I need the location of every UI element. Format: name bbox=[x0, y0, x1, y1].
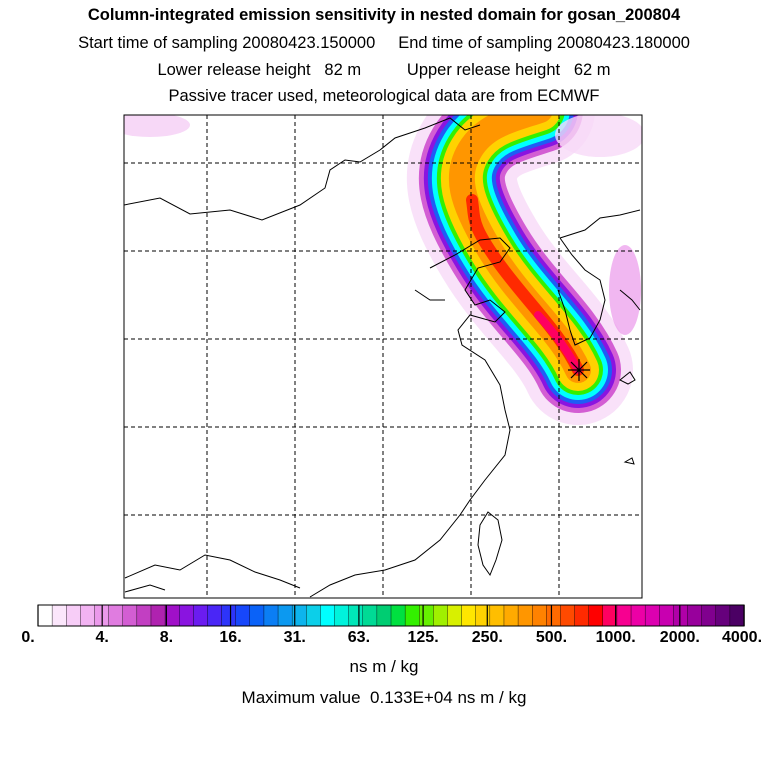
colorbar-cell bbox=[348, 604, 364, 627]
colorbar-cell bbox=[715, 604, 731, 627]
map-frame bbox=[123, 114, 643, 599]
colorbar-tick-label: 4. bbox=[95, 629, 109, 646]
colorbar-cell bbox=[489, 604, 505, 627]
colorbar-cell bbox=[207, 604, 223, 627]
colorbar-cell bbox=[560, 604, 576, 627]
colorbar-cell bbox=[320, 604, 336, 627]
colorbar-cell bbox=[334, 604, 350, 627]
colorbar-cell bbox=[136, 604, 152, 627]
colorbar-tick-label: 125. bbox=[407, 629, 439, 646]
colorbar-cell bbox=[221, 604, 237, 627]
colorbar-cell bbox=[517, 604, 533, 627]
sampling-time-line: Start time of sampling 20080423.150000 E… bbox=[78, 34, 690, 52]
colorbar-cell bbox=[644, 604, 660, 627]
colorbar-cell bbox=[503, 604, 519, 627]
colorbar-cell bbox=[673, 604, 689, 627]
map-grid bbox=[124, 115, 642, 598]
colorbar-cell bbox=[419, 604, 435, 627]
haze-patch-e bbox=[609, 245, 641, 335]
colorbar-tick-label: 31. bbox=[283, 629, 306, 646]
colorbar-cell bbox=[616, 604, 632, 627]
colorbar-cell bbox=[150, 604, 166, 627]
colorbar-cell bbox=[193, 604, 209, 627]
colorbar-cell bbox=[447, 604, 463, 627]
colorbar-cell bbox=[687, 604, 703, 627]
colorbar-cell bbox=[51, 604, 67, 627]
receptor-marker bbox=[568, 359, 590, 381]
colorbar-cell bbox=[178, 604, 195, 627]
coastlines bbox=[124, 117, 641, 598]
colorbar-cell bbox=[630, 604, 646, 627]
colorbar-tick-label: 63. bbox=[347, 629, 371, 646]
colorbar-cell bbox=[164, 604, 180, 627]
plume-layer bbox=[124, 115, 642, 598]
colorbar-cell bbox=[37, 604, 53, 627]
colorbar-units: ns m / kg bbox=[349, 657, 419, 676]
colorbar-tick-label: 16. bbox=[219, 629, 242, 646]
colorbar-cell bbox=[729, 604, 745, 627]
colorbar-cell bbox=[235, 604, 251, 627]
release-height-line: Lower release height 82 m Upper release … bbox=[157, 61, 611, 79]
colorbar-cell bbox=[574, 604, 590, 627]
colorbar-tick-label: 2000. bbox=[659, 629, 700, 646]
tracer-info-line: Passive tracer used, meteorological data… bbox=[168, 87, 600, 105]
colorbar-tick-label: 500. bbox=[535, 629, 568, 646]
colorbar-cell bbox=[433, 604, 449, 627]
colorbar-cell bbox=[532, 604, 548, 627]
colorbar-cell bbox=[277, 604, 293, 627]
colorbar-cell bbox=[404, 604, 420, 627]
colorbar-cell bbox=[263, 604, 279, 627]
colorbar-tick-label: 4000. bbox=[721, 629, 763, 646]
colorbar-cell bbox=[122, 604, 138, 627]
haze-patch-ne bbox=[555, 115, 642, 157]
colorbar-cell bbox=[546, 604, 562, 627]
colorbar-cell bbox=[701, 604, 717, 627]
colorbar-tick-label: 250. bbox=[471, 629, 503, 646]
colorbar-tick-label: 0. bbox=[21, 629, 35, 646]
colorbar-cell bbox=[108, 604, 124, 627]
colorbar-cell bbox=[66, 604, 82, 627]
colorbar-cell bbox=[376, 604, 392, 627]
max-value-label: Maximum value 0.133E+04 ns m / kg bbox=[241, 688, 527, 707]
colorbar-cell bbox=[249, 604, 265, 627]
colorbar-cell bbox=[80, 604, 96, 627]
colorbar-cell bbox=[390, 604, 406, 627]
colorbar-cell bbox=[306, 604, 322, 627]
colorbar-frame bbox=[37, 604, 745, 627]
haze-patch-nw bbox=[124, 115, 190, 137]
colorbar-cell bbox=[659, 604, 675, 627]
colorbar-cell bbox=[475, 604, 491, 627]
chart-title: Column-integrated emission sensitivity i… bbox=[87, 6, 681, 24]
colorbar-cell bbox=[362, 604, 378, 627]
colorbar-tick-label: 1000. bbox=[595, 629, 636, 646]
colorbar-cell bbox=[461, 604, 477, 627]
colorbar-cell bbox=[588, 604, 604, 627]
colorbar-tick-label: 8. bbox=[159, 629, 174, 646]
